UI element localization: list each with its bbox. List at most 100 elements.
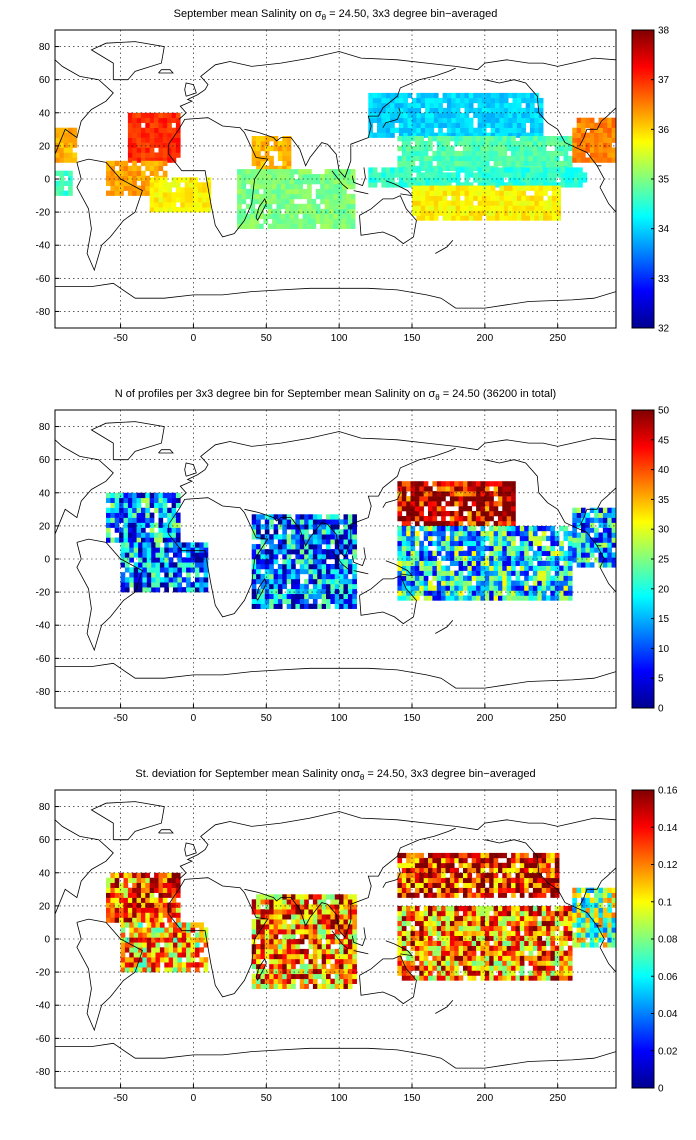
heatmap-cell: [286, 973, 292, 980]
heatmap-cell: [401, 862, 407, 869]
heatmap-cell: [428, 520, 433, 527]
heatmap-cell: [334, 899, 340, 905]
heatmap-cell: [142, 557, 148, 563]
heatmap-cell: [317, 578, 322, 585]
heatmap-cell: [607, 122, 612, 128]
heatmap-cell: [511, 852, 516, 859]
heatmap-cell: [154, 160, 159, 167]
heatmap-cell: [451, 132, 456, 138]
heatmap-cell: [449, 511, 455, 517]
heatmap-cell: [423, 145, 429, 152]
heatmap-cell: [308, 963, 314, 970]
heatmap-cell: [149, 502, 155, 508]
heatmap-cell: [343, 514, 349, 520]
heatmap-cell: [307, 179, 312, 185]
heatmap-cell: [476, 595, 481, 601]
heatmap-cell: [145, 132, 150, 138]
heatmap-cell: [546, 525, 551, 532]
heatmap-cell: [155, 967, 161, 973]
heatmap-cell: [489, 501, 494, 507]
heatmap-cell: [146, 952, 152, 958]
heatmap-cell: [119, 492, 124, 499]
heatmap-cell: [554, 535, 560, 542]
heatmap-cell: [124, 562, 130, 568]
heatmap-cell: [132, 907, 137, 913]
heatmap-cell: [447, 117, 452, 123]
heatmap-cell: [567, 140, 573, 147]
heatmap-cell: [190, 567, 196, 573]
heatmap-cell: [132, 127, 137, 133]
heatmap-cell: [334, 554, 340, 560]
heatmap-cell: [406, 525, 411, 532]
heatmap-cell: [511, 496, 516, 502]
heatmap-cell: [460, 185, 465, 191]
heatmap-cell: [498, 140, 503, 147]
heatmap-cell: [490, 215, 496, 221]
heatmap-cell: [264, 519, 270, 525]
heatmap-cell: [286, 978, 292, 984]
heatmap-cell: [463, 481, 468, 487]
heatmap-cell: [423, 892, 429, 898]
heatmap-cell: [436, 511, 442, 517]
heatmap-cell: [449, 930, 455, 936]
heatmap-cell: [260, 539, 266, 545]
heatmap-cell: [339, 539, 344, 545]
heatmap-cell: [377, 92, 382, 99]
heatmap-cell: [295, 578, 301, 585]
heatmap-cell: [611, 562, 617, 568]
heatmap-cell: [449, 940, 455, 946]
heatmap-cell: [423, 535, 429, 542]
heatmap-cell: [162, 502, 168, 508]
heatmap-cell: [433, 107, 439, 114]
heatmap-cell: [206, 182, 212, 188]
heatmap-cell: [473, 190, 478, 196]
heatmap-cell: [146, 922, 152, 928]
heatmap-cell: [454, 975, 459, 981]
heatmap-cell: [264, 578, 270, 585]
heatmap-cell: [251, 514, 257, 520]
heatmap-cell: [524, 585, 529, 591]
heatmap-cell: [498, 560, 503, 566]
heatmap-cell: [454, 965, 459, 971]
y-tick-label: 40: [39, 488, 51, 499]
heatmap-cell: [277, 929, 283, 935]
heatmap-cell: [455, 122, 461, 128]
heatmap-cell: [151, 572, 156, 578]
heatmap-cell: [277, 573, 283, 580]
heatmap-cell: [321, 894, 327, 900]
heatmap-cell: [346, 169, 352, 175]
heatmap-cell: [477, 177, 483, 183]
heatmap-cell: [260, 934, 266, 940]
heatmap-cell: [525, 215, 531, 221]
heatmap-cell: [576, 532, 582, 538]
heatmap-cell: [138, 967, 143, 973]
heatmap-cell: [486, 97, 491, 104]
heatmap-cell: [145, 142, 150, 148]
heatmap-cell: [259, 174, 264, 180]
heatmap-cell: [401, 905, 407, 912]
heatmap-cell: [525, 172, 531, 178]
heatmap-cell: [272, 184, 277, 190]
heatmap-cell: [133, 582, 139, 588]
heatmap-cell: [149, 882, 155, 888]
heatmap-cell: [193, 187, 199, 193]
heatmap-cell: [480, 570, 486, 576]
heatmap-cell: [154, 522, 159, 528]
heatmap-cell: [286, 145, 292, 152]
heatmap-cell: [436, 481, 442, 487]
heatmap-cell: [397, 545, 403, 552]
heatmap-cell: [498, 565, 503, 571]
heatmap-cell: [567, 155, 573, 162]
heatmap-cell: [334, 603, 340, 609]
heatmap-cell: [512, 112, 518, 119]
heatmap-cell: [181, 567, 187, 573]
heatmap-cell: [167, 517, 172, 523]
heatmap-cell: [330, 948, 336, 955]
heatmap-cell: [449, 852, 455, 859]
heatmap-cell: [489, 530, 494, 537]
heatmap-cell: [343, 909, 349, 915]
heatmap-cell: [72, 137, 78, 143]
heatmap-cell: [346, 193, 352, 200]
heatmap-cell: [295, 894, 301, 900]
heatmap-cell: [119, 537, 124, 543]
